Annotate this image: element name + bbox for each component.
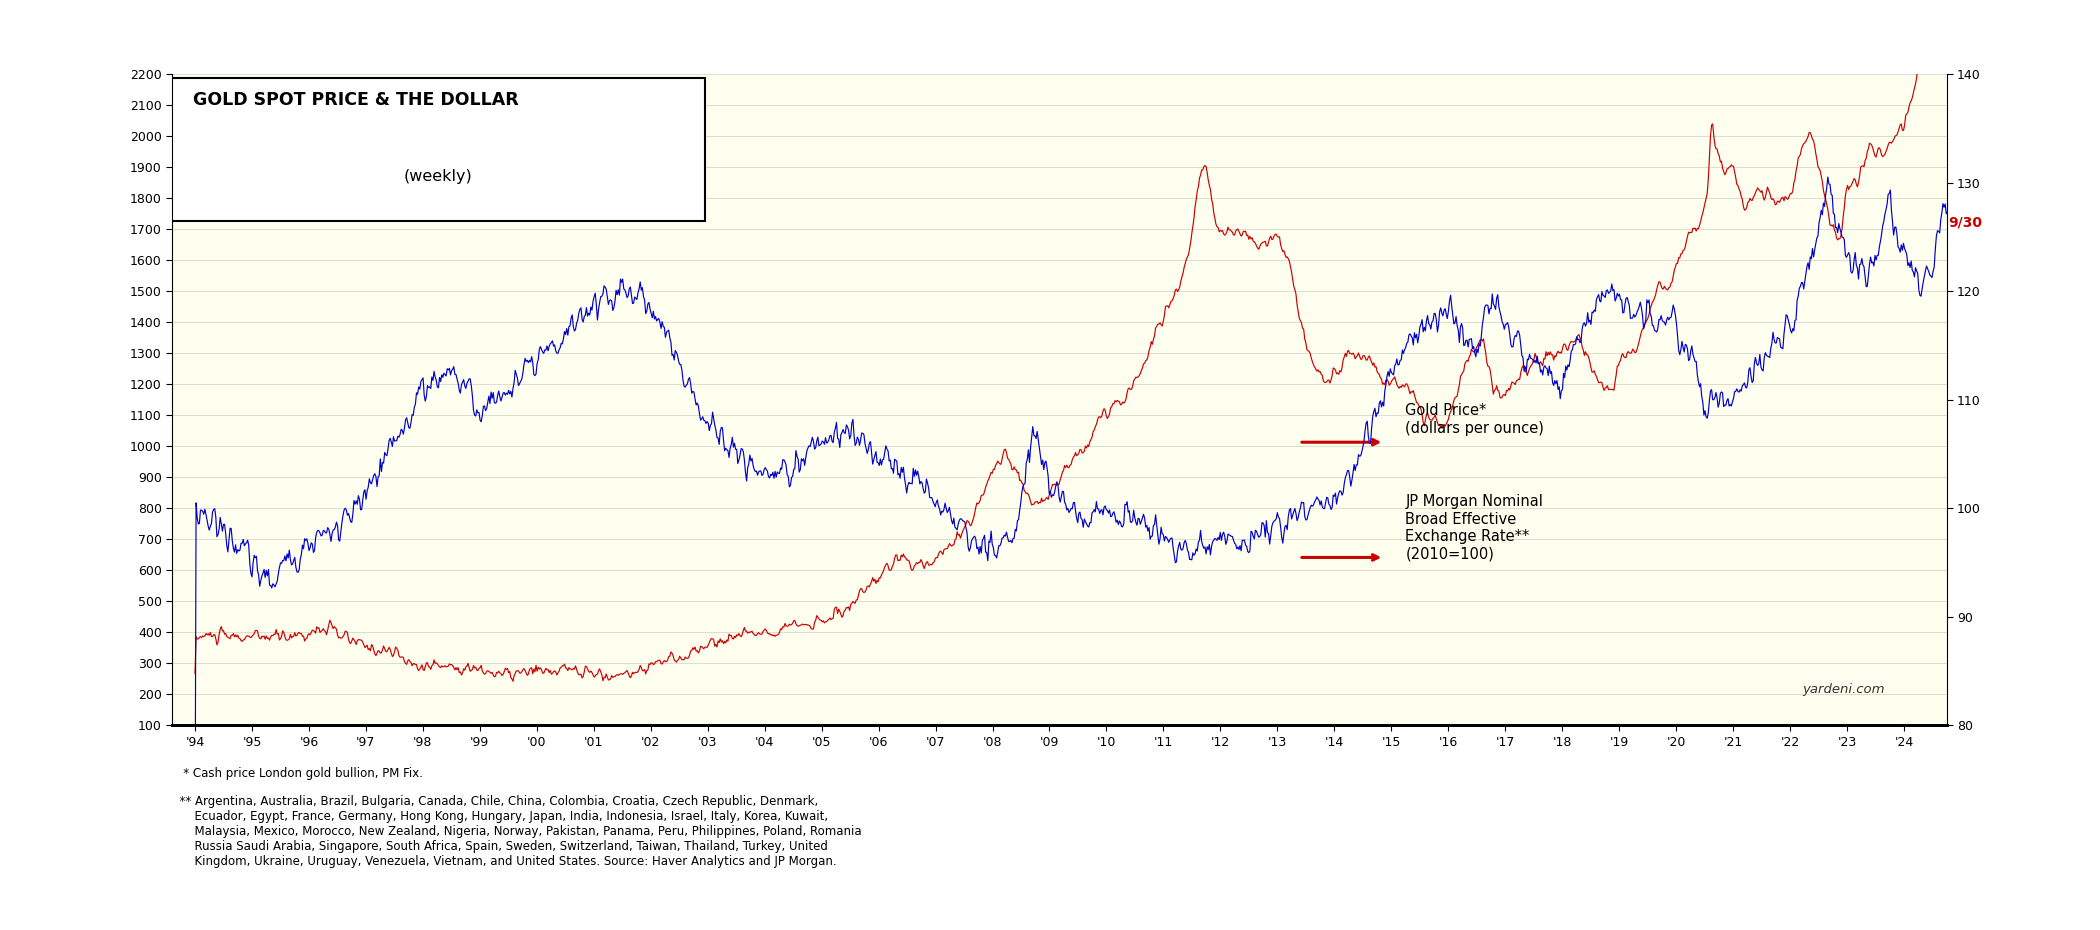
Text: Gold Price*
(dollars per ounce): Gold Price* (dollars per ounce) — [1405, 404, 1544, 435]
Text: 9/30: 9/30 — [1949, 216, 1982, 230]
Text: ** Argentina, Australia, Brazil, Bulgaria, Canada, Chile, China, Colombia, Croat: ** Argentina, Australia, Brazil, Bulgari… — [172, 795, 861, 868]
FancyBboxPatch shape — [172, 78, 704, 221]
Text: yardeni.com: yardeni.com — [1802, 684, 1884, 696]
Text: (weekly): (weekly) — [403, 169, 472, 184]
Text: * Cash price London gold bullion, PM Fix.: * Cash price London gold bullion, PM Fix… — [172, 767, 424, 780]
Text: GOLD SPOT PRICE & THE DOLLAR: GOLD SPOT PRICE & THE DOLLAR — [193, 91, 519, 109]
Text: JP Morgan Nominal
Broad Effective
Exchange Rate**
(2010=100): JP Morgan Nominal Broad Effective Exchan… — [1405, 495, 1544, 562]
